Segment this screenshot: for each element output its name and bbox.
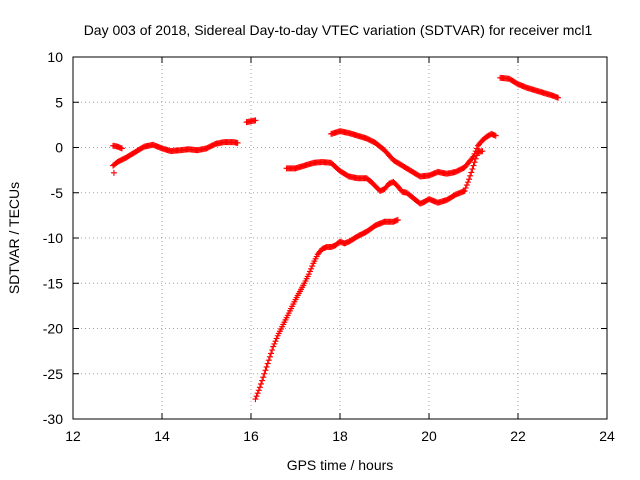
y-tick-label: -25	[43, 366, 63, 382]
grid	[73, 57, 607, 419]
data-point	[466, 176, 473, 183]
data-point	[269, 346, 276, 353]
data-point	[470, 153, 477, 160]
data-point	[118, 145, 125, 152]
data-point	[464, 179, 471, 186]
data-point	[305, 271, 312, 278]
series-arc-3	[110, 169, 117, 176]
data-point	[461, 187, 468, 194]
data-point	[462, 184, 469, 191]
data-point	[469, 165, 476, 172]
data-point	[473, 145, 480, 152]
data-point	[254, 390, 261, 397]
data-marks	[110, 74, 562, 403]
data-point	[306, 268, 313, 275]
x-tick-label: 14	[154, 428, 170, 444]
x-tick-label: 12	[65, 428, 81, 444]
data-point	[252, 117, 259, 124]
data-point	[468, 169, 475, 176]
x-tick-label: 16	[243, 428, 259, 444]
series-arc-7	[328, 128, 499, 180]
x-tick-label: 20	[421, 428, 437, 444]
y-tick-label: -15	[43, 275, 63, 291]
data-point	[308, 265, 315, 272]
series-arc-2	[110, 139, 241, 169]
data-point	[463, 182, 470, 189]
y-tick-label: 10	[47, 49, 63, 65]
plot-frame	[72, 56, 608, 420]
data-point	[234, 139, 241, 146]
y-axis-label: SDTVAR / TECUs	[6, 182, 22, 294]
data-point	[270, 343, 277, 350]
y-tick-label: -20	[43, 321, 63, 337]
y-tick-label: -30	[43, 411, 63, 427]
y-tick-label: 5	[55, 94, 63, 110]
series-arc-4	[243, 117, 259, 126]
axes: 12 14 16 18 20 22 24 -30 -25 -20 -15 -10 -5 0 5 10	[43, 49, 615, 444]
data-point	[272, 338, 279, 345]
data-point	[471, 159, 478, 166]
series-arc-5	[252, 216, 401, 403]
data-point	[264, 360, 271, 367]
data-point	[256, 384, 263, 391]
data-point	[255, 387, 262, 394]
x-axis-label: GPS time / hours	[287, 457, 394, 473]
x-tick-label: 24	[599, 428, 615, 444]
data-point	[469, 154, 476, 161]
data-point	[266, 353, 273, 360]
data-point	[472, 148, 479, 155]
data-point	[467, 172, 474, 179]
data-point	[394, 216, 401, 223]
data-point	[258, 380, 265, 387]
x-tick-label: 22	[510, 428, 526, 444]
data-point	[265, 357, 272, 364]
data-point	[470, 162, 477, 169]
data-point	[262, 367, 269, 374]
chart-title: Day 003 of 2018, Sidereal Day-to-day VTE…	[84, 22, 593, 38]
x-tick-label: 18	[332, 428, 348, 444]
series-arc-8	[497, 74, 562, 101]
y-tick-label: -10	[43, 230, 63, 246]
data-point	[479, 148, 486, 155]
data-point	[261, 370, 268, 377]
data-point	[268, 350, 275, 357]
data-point	[492, 132, 499, 139]
series-arc-1	[110, 142, 125, 152]
data-point	[271, 340, 278, 347]
series-arc-6	[283, 148, 486, 207]
data-point	[260, 374, 267, 381]
data-point	[273, 335, 280, 342]
y-tick-label: 0	[55, 140, 63, 156]
data-point	[253, 393, 260, 400]
data-point	[471, 150, 478, 157]
data-point	[110, 169, 117, 176]
data-point	[252, 396, 259, 403]
data-point	[263, 363, 270, 370]
data-point	[259, 377, 266, 384]
y-tick-label: -5	[51, 185, 64, 201]
data-point	[555, 94, 562, 101]
data-point	[309, 263, 316, 270]
